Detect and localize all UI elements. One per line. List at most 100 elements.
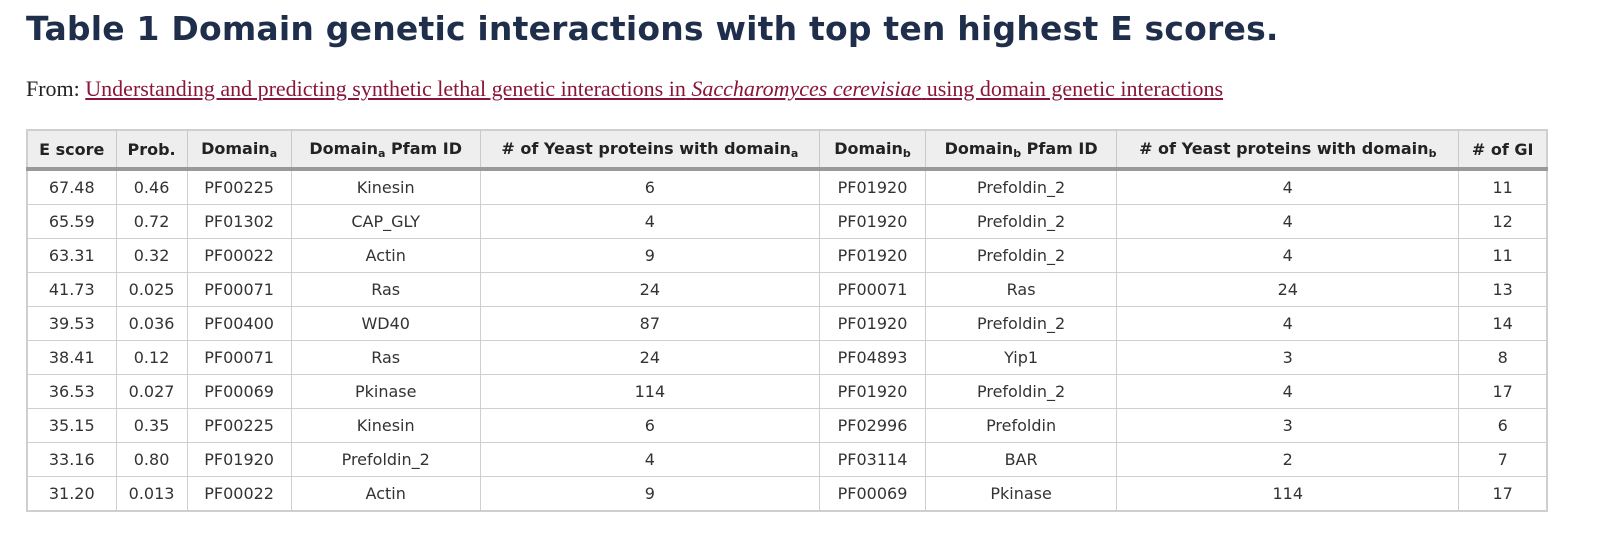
column-header: Prob. (115, 129, 188, 171)
table-cell: PF00022 (186, 476, 292, 512)
table-row: 31.20 0.013 PF00022 Actin 9 PF00069 Pkinase 114… (26, 476, 1548, 512)
table-cell: 9 (479, 476, 820, 512)
table-cell: 4 (1116, 238, 1460, 273)
table-cell: 6 (479, 168, 820, 205)
table-row: 33.16 0.80 PF01920 Prefoldin_2 4 PF03114 BAR 2 7 (26, 442, 1548, 477)
table-cell: 31.20 (26, 476, 117, 512)
source-prefix: From: (26, 76, 80, 101)
genetic-interactions-table: E score Prob. Domaina Domaina Pfam ID # of Y… (26, 129, 1548, 512)
table-cell: CAP_GLY (290, 204, 481, 239)
column-header-label: Domain (201, 138, 270, 158)
link-text-species[interactable]: Saccharomyces cerevisiae (691, 76, 922, 101)
table-cell: Yip1 (925, 340, 1118, 375)
column-header-subscript: a (790, 146, 799, 160)
table-body: 67.48 0.46 PF00225 Kinesin 6 PF01920 Prefoldin… (26, 168, 1548, 512)
table-cell: PF00069 (818, 476, 927, 512)
column-header-subscript: b (1428, 146, 1437, 160)
table-cell: Pkinase (290, 374, 481, 409)
link-text-start[interactable]: Understanding and predicting synthetic l… (85, 76, 686, 101)
table-cell: 67.48 (26, 168, 117, 205)
table-row: 41.73 0.025 PF00071 Ras 24 PF00071 Ras 24 13 (26, 272, 1548, 307)
table-cell: 4 (1116, 306, 1460, 341)
table-title: Table 1 Domain genetic interactions with… (26, 9, 1279, 48)
table-cell: PF01920 (818, 204, 927, 239)
table-cell: PF01920 (818, 238, 927, 273)
table-cell: 3 (1116, 340, 1460, 375)
table-cell: PF01302 (186, 204, 292, 239)
table-cell: Prefoldin_2 (925, 168, 1118, 205)
link-text-end[interactable]: using domain genetic interactions (926, 76, 1224, 101)
table-cell: 36.53 (26, 374, 117, 409)
column-header-label: E score (39, 139, 105, 159)
source-article-link[interactable]: Understanding and predicting synthetic l… (85, 76, 1223, 101)
table-cell: 114 (479, 374, 820, 409)
table-cell: Ras (925, 272, 1118, 307)
column-header: # of Yeast proteins with domaina (479, 129, 820, 171)
table-cell: 4 (1116, 374, 1460, 409)
article-page: Table 1 Domain genetic interactions with… (26, 9, 1548, 512)
column-header-subscript: a (378, 146, 386, 160)
column-header-label: # of Yeast proteins with domain (1139, 138, 1429, 158)
column-header-subscript: a (269, 146, 278, 160)
table-cell: 0.027 (115, 374, 188, 409)
table-row: 38.41 0.12 PF00071 Ras 24 PF04893 Yip1 3 8 (26, 340, 1548, 375)
table-cell: Actin (290, 476, 481, 512)
column-header: Domaina Pfam ID (290, 129, 481, 171)
table-cell: BAR (925, 442, 1118, 477)
table-cell: PF00400 (186, 306, 292, 341)
table-cell: 7 (1458, 442, 1548, 477)
table-cell: 0.80 (115, 442, 188, 477)
table-cell: WD40 (290, 306, 481, 341)
column-header-suffix: Pfam ID (1021, 138, 1098, 158)
table-cell: PF00071 (186, 340, 292, 375)
table-cell: 35.15 (26, 408, 117, 443)
table-cell: 0.46 (115, 168, 188, 205)
table-cell: 41.73 (26, 272, 117, 307)
table-cell: PF04893 (818, 340, 927, 375)
table-header-row: E score Prob. Domaina Domaina Pfam ID # of Y… (26, 129, 1548, 171)
column-header: # of Yeast proteins with domainb (1116, 129, 1460, 171)
table-cell: 0.35 (115, 408, 188, 443)
column-header-label: Domain (944, 138, 1014, 158)
table-cell: PF01920 (818, 168, 927, 205)
table-cell: 0.32 (115, 238, 188, 273)
table-cell: PF03114 (818, 442, 927, 477)
table-cell: 13 (1458, 272, 1548, 307)
table-row: 67.48 0.46 PF00225 Kinesin 6 PF01920 Prefoldin… (26, 168, 1548, 205)
table-cell: 3 (1116, 408, 1460, 443)
table-cell: Ras (290, 340, 481, 375)
table-cell: Kinesin (290, 168, 481, 205)
table-cell: 4 (479, 442, 820, 477)
column-header-subscript: b (902, 146, 911, 160)
table-cell: PF01920 (186, 442, 292, 477)
table-container: E score Prob. Domaina Domaina Pfam ID # of Y… (26, 129, 1548, 512)
table-cell: 4 (479, 204, 820, 239)
column-header: Domainb Pfam ID (925, 129, 1118, 171)
table-cell: PF00225 (186, 408, 292, 443)
table-cell: 0.12 (115, 340, 188, 375)
table-cell: 17 (1458, 374, 1548, 409)
table-cell: 11 (1458, 238, 1548, 273)
table-cell: 24 (479, 340, 820, 375)
table-cell: 9 (479, 238, 820, 273)
table-row: 36.53 0.027 PF00069 Pkinase 114 PF01920 Prefol… (26, 374, 1548, 409)
table-cell: Prefoldin_2 (925, 204, 1118, 239)
column-header: Domainb (818, 129, 927, 171)
table-cell: 14 (1458, 306, 1548, 341)
table-cell: Prefoldin_2 (925, 306, 1118, 341)
table-cell: 0.025 (115, 272, 188, 307)
table-cell: 38.41 (26, 340, 117, 375)
table-cell: 33.16 (26, 442, 117, 477)
table-cell: PF00071 (186, 272, 292, 307)
table-cell: Actin (290, 238, 481, 273)
table-cell: 0.036 (115, 306, 188, 341)
table-cell: 4 (1116, 204, 1460, 239)
table-cell: Prefoldin_2 (925, 238, 1118, 273)
column-header-label: Prob. (127, 139, 176, 159)
table-cell: PF01920 (818, 374, 927, 409)
column-header-label: # of GI (1471, 139, 1534, 159)
table-cell: PF01920 (818, 306, 927, 341)
table-cell: 8 (1458, 340, 1548, 375)
table-cell: 87 (479, 306, 820, 341)
column-header: Domaina (186, 129, 292, 171)
